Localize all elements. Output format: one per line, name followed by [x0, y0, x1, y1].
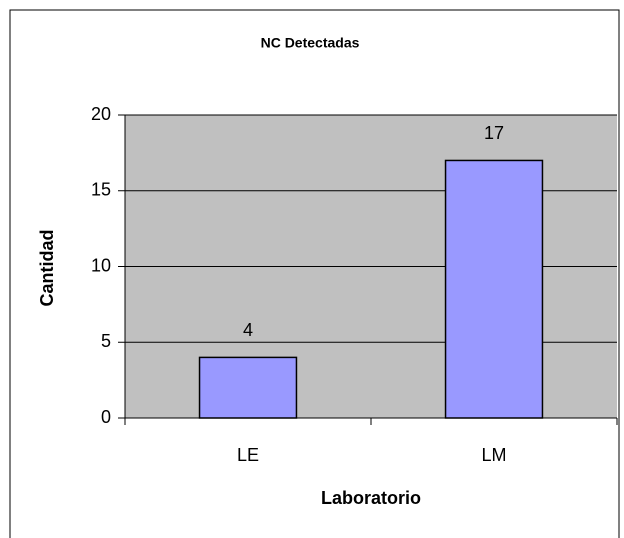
bar: [444, 159, 544, 419]
y-tick-label: 15: [91, 180, 111, 200]
data-label: 4: [243, 320, 253, 340]
y-tick-label: 5: [101, 331, 111, 351]
bar: [198, 356, 298, 419]
y-tick-label: 20: [91, 104, 111, 124]
x-tick-label: LE: [237, 445, 259, 465]
data-label: 17: [484, 123, 504, 143]
x-tick-label: LM: [481, 445, 506, 465]
y-tick-label: 10: [91, 255, 111, 275]
chart-title: NC Detectadas: [261, 35, 360, 51]
y-tick-label: 0: [101, 407, 111, 427]
x-axis-label: Laboratorio: [321, 488, 421, 508]
y-axis-label: Cantidad: [37, 229, 57, 306]
chart-border: [9, 9, 620, 538]
